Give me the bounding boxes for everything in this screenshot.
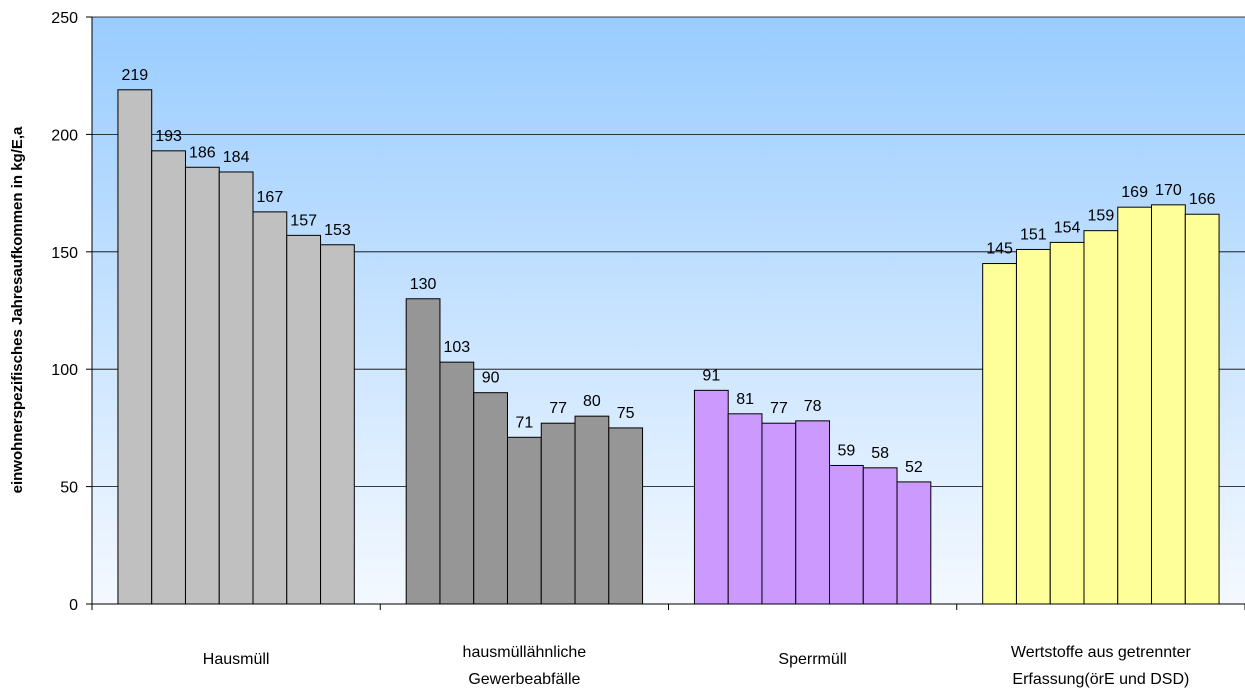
bar	[184, 166, 220, 605]
bar	[473, 392, 508, 605]
bar	[1015, 248, 1051, 605]
bar	[405, 298, 441, 605]
value-label: 59	[837, 442, 855, 459]
value-label: 77	[770, 400, 788, 417]
bar	[693, 389, 729, 605]
value-label: 151	[1020, 226, 1047, 243]
value-label: 159	[1088, 208, 1115, 225]
value-label: 145	[986, 241, 1013, 258]
bar	[117, 89, 153, 605]
bar	[982, 263, 1017, 605]
bar	[1184, 213, 1220, 605]
bar	[252, 211, 288, 605]
value-label: 219	[121, 67, 148, 84]
value-label: 167	[257, 189, 284, 206]
bar	[218, 171, 254, 605]
value-label: 103	[443, 339, 470, 356]
value-label: 78	[804, 398, 822, 415]
value-label: 170	[1155, 182, 1182, 199]
x-tick-label-line: Sperrmüll	[778, 651, 846, 668]
x-tick-label-line: Hausmüll	[203, 651, 270, 668]
bar	[574, 415, 610, 605]
y-tick-label: 100	[51, 362, 78, 379]
y-axis-label: einwohnerspezifisches Jahresaufkommen in…	[9, 126, 26, 493]
value-label: 153	[324, 222, 351, 239]
value-label: 184	[223, 149, 250, 166]
value-label: 81	[736, 391, 754, 408]
x-tick-label-line: Wertstoffe aus getrennter	[1011, 644, 1192, 661]
bar	[151, 150, 186, 605]
value-label: 154	[1054, 219, 1081, 236]
bar	[896, 481, 932, 605]
bar	[540, 422, 576, 605]
bar	[286, 234, 322, 605]
bar	[1083, 230, 1119, 605]
x-tick-label: Hausmüll	[203, 651, 270, 668]
x-tick-label: Sperrmüll	[778, 651, 846, 668]
value-label: 75	[617, 405, 635, 422]
value-label: 91	[702, 367, 720, 384]
bar	[829, 464, 864, 605]
value-label: 71	[515, 414, 533, 431]
bar	[506, 436, 542, 605]
bar	[761, 422, 797, 605]
value-label: 58	[871, 445, 889, 462]
bar	[1049, 241, 1085, 605]
value-label: 186	[189, 144, 216, 161]
bar	[795, 420, 831, 605]
bar	[439, 361, 475, 605]
value-label: 166	[1189, 191, 1216, 208]
y-tick-label: 250	[51, 10, 78, 27]
x-tick-label: hausmüllähnliche Gewerbeabfälle	[463, 644, 587, 688]
value-label: 52	[905, 459, 923, 476]
bar	[608, 427, 644, 605]
bar	[1151, 204, 1186, 605]
value-label: 77	[549, 400, 567, 417]
bar	[727, 413, 763, 605]
x-tick-label-line: Erfassung(örE und DSD)	[1012, 671, 1189, 688]
bar	[862, 467, 898, 605]
value-label: 169	[1121, 184, 1148, 201]
value-label: 90	[482, 370, 500, 387]
bar	[320, 244, 355, 605]
value-label: 130	[410, 276, 437, 293]
x-tick-label-line: hausmüllähnliche	[463, 644, 587, 661]
y-tick-label: 50	[60, 480, 78, 497]
x-tick-label-line: Gewerbeabfälle	[468, 671, 580, 688]
value-label: 193	[155, 128, 182, 145]
value-label: 157	[290, 212, 317, 229]
y-tick-label: 0	[69, 597, 78, 614]
value-label: 80	[583, 393, 601, 410]
y-tick-label: 200	[51, 127, 78, 144]
bar	[1117, 206, 1153, 605]
x-tick-label: Wertstoffe aus getrennter Erfassung(örE u…	[1011, 644, 1192, 688]
y-tick-label: 150	[51, 245, 78, 262]
